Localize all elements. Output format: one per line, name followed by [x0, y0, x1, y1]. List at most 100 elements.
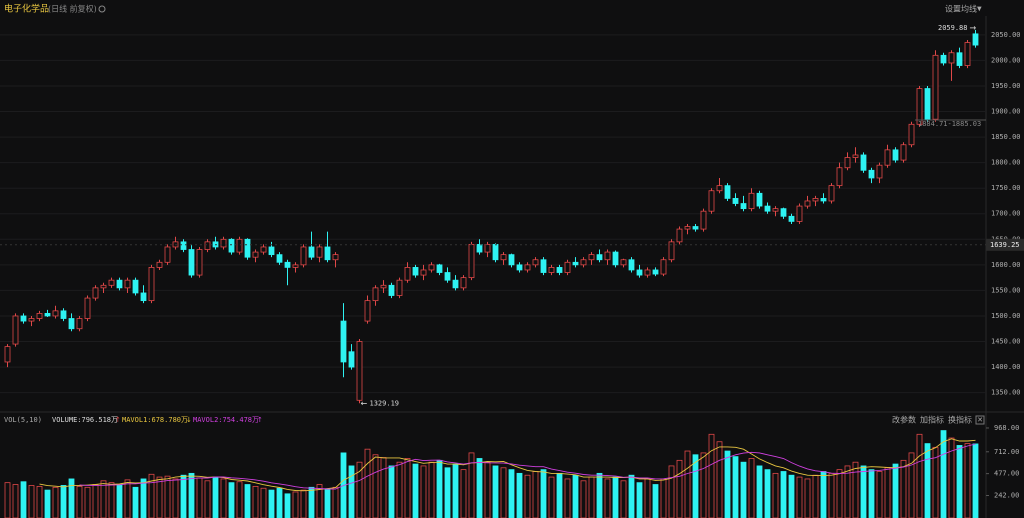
candle-body [540, 259, 547, 273]
last-price-label: 1639.25 [990, 241, 1020, 249]
candle-body [580, 259, 587, 266]
low-label: 1329.19 [370, 399, 400, 407]
legend-volume: VOLUME:796.518万 [52, 416, 118, 424]
volume-bar [172, 478, 179, 518]
volume-bar [348, 465, 355, 518]
volume-bar [796, 476, 803, 518]
volume-bar [372, 454, 379, 518]
volume-bar [236, 481, 243, 518]
volume-bar [540, 469, 547, 518]
period-mode[interactable]: (日线 前复权) [48, 4, 97, 14]
candle-body [676, 228, 683, 243]
candle-body [804, 200, 811, 207]
arrow-up: ↑ [115, 416, 121, 424]
candle-body [84, 297, 91, 319]
candle-body [124, 279, 131, 289]
candle-body [628, 259, 635, 271]
volume-bar [476, 458, 483, 518]
arrow-up: ↑ [257, 416, 263, 424]
candle-body [52, 310, 59, 317]
volume-bar [788, 474, 795, 518]
volume-bar [436, 459, 443, 518]
y-tick-label: 477.00 [994, 470, 1019, 478]
volume-bar [548, 476, 555, 518]
candle-body [836, 167, 843, 187]
volume-bar [244, 484, 251, 518]
volume-bar [700, 452, 707, 518]
candle-body [948, 52, 955, 64]
candle-body [396, 279, 403, 296]
candle-body [76, 318, 83, 330]
candle-body [236, 238, 243, 253]
volume-bar [484, 461, 491, 518]
stock-name: 电子化学品 [4, 3, 49, 15]
candle-body [796, 205, 803, 222]
candle-body [924, 88, 931, 120]
vol-button[interactable]: 改参数 [892, 415, 916, 425]
candle-body [4, 346, 11, 363]
candle-body [588, 254, 595, 261]
volume-bar [884, 467, 891, 518]
candle-body [444, 272, 451, 281]
volume-bar [612, 476, 619, 518]
volume-bar [876, 471, 883, 518]
volume-bar [764, 469, 771, 518]
candle-body [780, 208, 787, 217]
y-tick-label: 1800.00 [991, 159, 1021, 167]
candle-body [132, 279, 139, 294]
close-button[interactable] [975, 415, 985, 425]
volume-bar [780, 471, 787, 518]
volume-bar [28, 485, 35, 518]
candle-body [284, 261, 291, 268]
candle-body [380, 284, 387, 289]
volume-bar [164, 475, 171, 518]
candle-body [372, 287, 379, 302]
candle-body [484, 244, 491, 253]
candle-body [164, 246, 171, 263]
candle-body [452, 279, 459, 289]
arrow-down: ↓ [186, 416, 192, 424]
candle-body [196, 249, 203, 276]
y-tick-label: 1400.00 [991, 363, 1021, 371]
volume-bar [604, 478, 611, 518]
volume-bar [220, 478, 227, 518]
ma-settings[interactable]: 设置均线 [945, 4, 977, 14]
candle-body [524, 264, 531, 271]
candle-body [508, 254, 515, 266]
volume-bar [92, 484, 99, 518]
candle-body [388, 284, 395, 296]
volume-bar [260, 487, 267, 518]
candle-body [44, 313, 51, 317]
candle-body [724, 185, 731, 199]
candle-body [412, 267, 419, 276]
last-price-box [986, 238, 1024, 251]
volume-bar [684, 450, 691, 518]
y-tick-label: 1750.00 [991, 184, 1021, 192]
candle-body [620, 259, 627, 266]
volume-bar [196, 477, 203, 518]
vol-button[interactable]: 换指标 [948, 415, 972, 425]
vol-button[interactable]: 加指标 [920, 415, 944, 425]
volume-bar [396, 461, 403, 518]
volume-bar [964, 443, 971, 518]
candle-body [812, 198, 819, 202]
candle-body [788, 215, 795, 222]
y-tick-label: 1350.00 [991, 389, 1021, 397]
volume-bar [804, 478, 811, 518]
volume-bar [508, 469, 515, 518]
candle-body [356, 341, 363, 401]
candle-body [420, 269, 427, 276]
volume-bar [524, 474, 531, 518]
volume-bar [820, 471, 827, 518]
candle-body [820, 198, 827, 202]
volume-bar [868, 469, 875, 518]
candle-body [548, 267, 555, 273]
volume-bar [636, 482, 643, 518]
volume-bar [204, 480, 211, 518]
settings-icon[interactable] [98, 5, 106, 13]
candle-body [28, 318, 35, 322]
y-tick-label: 1850.00 [991, 133, 1021, 141]
volume-bar [732, 456, 739, 518]
legend-ma1: MAVOL1:678.780万 [122, 416, 188, 424]
volume-bar [404, 458, 411, 518]
